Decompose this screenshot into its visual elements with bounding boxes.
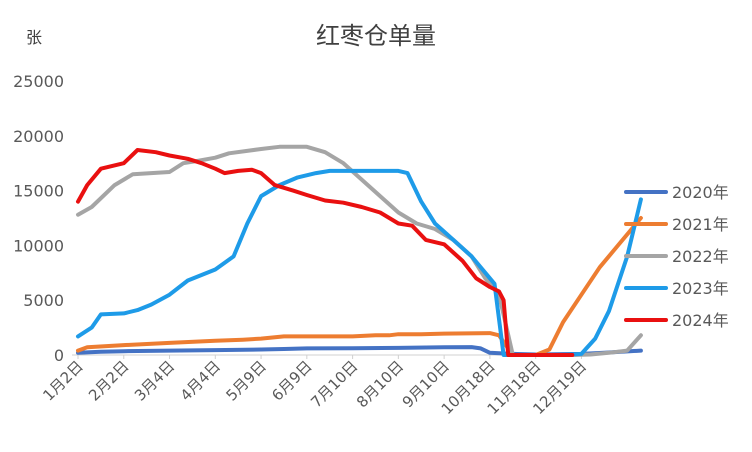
x-tick-label: 5月9日 (222, 357, 269, 404)
y-tick-label: 5000 (23, 291, 64, 310)
y-tick-label: 15000 (13, 182, 64, 201)
x-tick-label: 3月4日 (131, 357, 178, 404)
legend-label: 2023年 (672, 279, 729, 298)
series-line (76, 216, 643, 357)
series-line (76, 168, 643, 357)
legend-label: 2022年 (672, 247, 729, 266)
series-line (76, 144, 643, 357)
x-tick-label: 8月10日 (353, 357, 407, 411)
chart-title: 红枣仓单量 (316, 22, 436, 50)
y-axis-unit-label: 张 (26, 28, 43, 47)
y-tick-label: 25000 (13, 72, 64, 91)
x-tick-label: 4月4日 (177, 357, 224, 404)
x-tick-label: 2月2日 (85, 357, 132, 404)
legend-label: 2024年 (672, 311, 729, 330)
y-tick-label: 10000 (13, 236, 64, 255)
legend-label: 2021年 (672, 215, 729, 234)
legend-label: 2020年 (672, 183, 729, 202)
y-tick-label: 0 (54, 346, 64, 365)
series-line (76, 148, 575, 357)
y-tick-label: 20000 (13, 127, 64, 146)
x-tick-label: 7月10日 (307, 357, 361, 411)
